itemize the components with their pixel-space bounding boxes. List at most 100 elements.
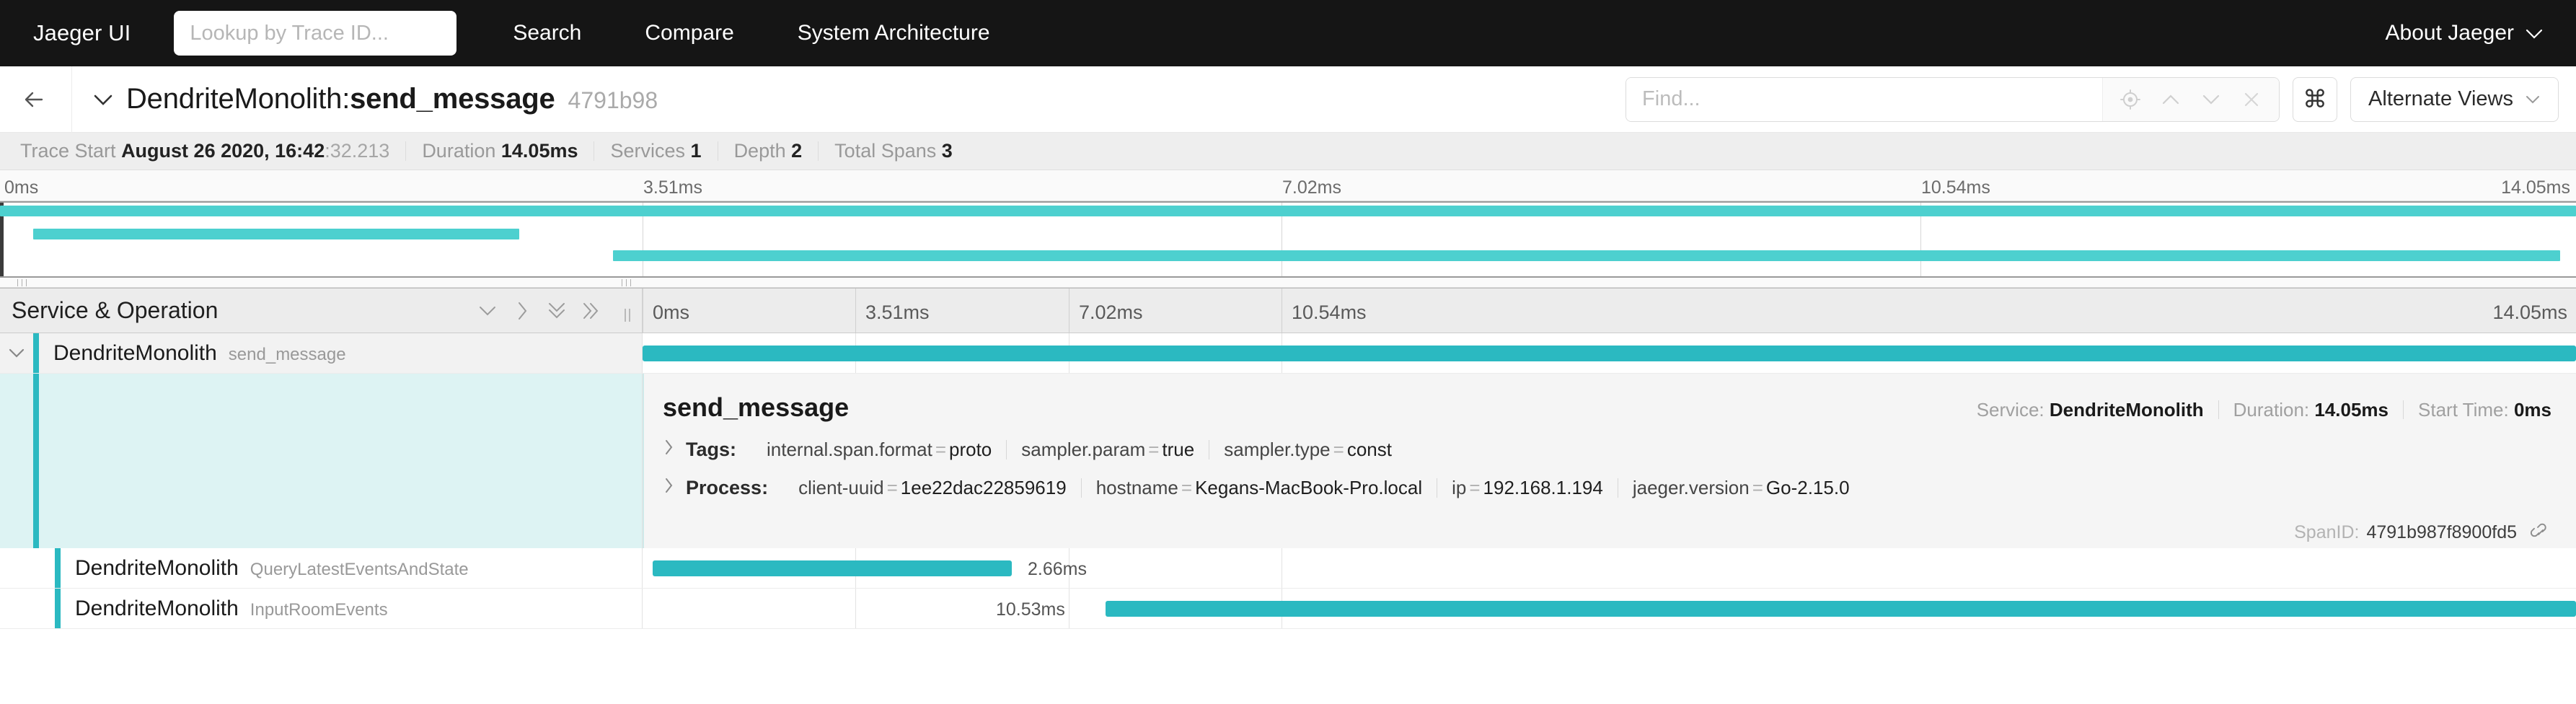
span-detail-gutter <box>0 374 643 548</box>
span-row-timeline[interactable]: 2.66ms <box>643 548 2576 588</box>
trace-title-service: DendriteMonolith <box>126 83 343 115</box>
span-duration-label: 10.53ms <box>996 599 1065 620</box>
chevron-right-icon[interactable] <box>505 294 539 328</box>
nav-link-search[interactable]: Search <box>513 21 582 45</box>
span-detail-color-bar <box>33 374 39 548</box>
minimap-drag-handles[interactable] <box>0 278 2576 288</box>
span-row-label[interactable]: DendriteMonolith InputRoomEvents <box>0 589 643 628</box>
span-id-row[interactable]: SpanID: 4791b987f8900fd5 <box>644 516 2576 548</box>
table-row[interactable]: DendriteMonolith InputRoomEvents 10.53ms <box>0 589 2576 629</box>
tag-pair: internal.span.format = proto <box>752 439 1007 460</box>
span-detail-duration: Duration: 14.05ms <box>2219 400 2404 419</box>
find-input[interactable] <box>1626 77 2103 121</box>
trace-id-lookup-input[interactable] <box>174 11 457 56</box>
chevron-down-icon <box>2525 89 2541 110</box>
minimap-span-bar <box>0 206 2576 216</box>
process-expand-chevron-right-icon[interactable] <box>663 477 674 499</box>
expand-collapse-controls <box>470 294 609 328</box>
about-jaeger-menu[interactable]: About Jaeger <box>2386 21 2543 45</box>
minimap-grip-right[interactable] <box>622 279 638 286</box>
find-next-chevron-down-icon[interactable] <box>2191 78 2231 121</box>
nav-link-system-architecture[interactable]: System Architecture <box>797 21 990 45</box>
span-row-timeline[interactable] <box>643 333 2576 373</box>
double-chevron-down-icon[interactable] <box>539 294 574 328</box>
minimap-canvas[interactable] <box>0 201 2576 278</box>
find-group <box>1626 76 2280 122</box>
find-actions <box>2102 77 2280 121</box>
minimap-tick-1: 3.51ms <box>643 177 702 198</box>
tags-expand-chevron-right-icon[interactable] <box>663 439 674 461</box>
trace-title-separator: : <box>342 83 350 115</box>
span-row-label[interactable]: DendriteMonolith QueryLatestEventsAndSta… <box>0 548 643 588</box>
span-color-bar <box>33 333 39 373</box>
trace-meta-bar: Trace Start August 26 2020, 16:42:32.213… <box>0 133 2576 170</box>
span-detail-start-time: Start Time: 0ms <box>2418 399 2551 421</box>
process-pair: ip = 192.168.1.194 <box>1437 478 1618 498</box>
minimap-tick-labels: 0ms 3.51ms 7.02ms 10.54ms 14.05ms <box>0 170 2576 201</box>
about-jaeger-label: About Jaeger <box>2385 21 2514 45</box>
tag-pair: sampler.param = true <box>1007 439 1210 460</box>
timeline-column-header: Service & Operation 0ms 3.51ms 7.02ms 10… <box>0 289 2576 333</box>
span-operation-name: InputRoomEvents <box>250 599 388 620</box>
table-row[interactable]: DendriteMonolith QueryLatestEventsAndSta… <box>0 548 2576 589</box>
collapse-trace-caret-icon[interactable] <box>92 87 114 113</box>
span-rows: DendriteMonolith send_message send_messa… <box>0 333 2576 629</box>
nav-link-compare[interactable]: Compare <box>645 21 734 45</box>
minimap-grip-left[interactable] <box>17 279 33 286</box>
span-collapse-caret-icon[interactable] <box>0 347 33 359</box>
find-prev-chevron-up-icon[interactable] <box>2151 78 2191 121</box>
trace-header-tools: ⌘ Alternate Views <box>1626 76 2559 122</box>
trace-minimap[interactable]: 0ms 3.51ms 7.02ms 10.54ms 14.05ms <box>0 170 2576 289</box>
tag-pair: sampler.type = const <box>1224 438 1392 460</box>
timeline-scale-header: 0ms 3.51ms 7.02ms 10.54ms 14.05ms <box>643 289 2576 333</box>
meta-depth: Depth 2 <box>718 141 819 161</box>
process-pair: client-uuid = 1ee22dac22859619 <box>784 478 1082 498</box>
span-operation-name: QueryLatestEventsAndState <box>250 559 469 579</box>
span-process-row[interactable]: Process: client-uuid = 1ee22dac22859619 ho… <box>644 477 2576 499</box>
minimap-span-bar <box>33 229 519 239</box>
span-duration-bar[interactable] <box>1106 601 2576 617</box>
trace-header: DendriteMonolith : send_message 4791b98 <box>0 66 2576 133</box>
span-duration-bar[interactable] <box>643 346 2576 361</box>
span-color-bar <box>55 548 61 588</box>
span-detail-title: send_message <box>663 392 850 422</box>
meta-trace-start: Trace Start August 26 2020, 16:42:32.213 <box>4 141 407 161</box>
command-key-button[interactable]: ⌘ <box>2293 76 2338 122</box>
alternate-views-label: Alternate Views <box>2368 87 2513 110</box>
minimap-left-handle[interactable] <box>0 203 4 276</box>
timeline-tick-2: 7.02ms <box>1079 302 1143 323</box>
span-operation-name: send_message <box>228 344 346 364</box>
column-resize-handle[interactable] <box>625 309 636 322</box>
alternate-views-dropdown[interactable]: Alternate Views <box>2350 76 2559 122</box>
table-row[interactable]: DendriteMonolith send_message <box>0 333 2576 374</box>
span-id-value: 4791b987f8900fd5 <box>2366 522 2517 542</box>
trace-id-short: 4791b98 <box>568 87 658 113</box>
double-chevron-right-icon[interactable] <box>574 294 609 328</box>
chevron-down-icon[interactable] <box>470 294 505 328</box>
tags-label: Tags: <box>686 439 737 460</box>
span-row-timeline[interactable]: 10.53ms <box>643 589 2576 628</box>
link-icon[interactable] <box>2530 522 2551 543</box>
minimap-tick-2: 7.02ms <box>1282 177 1341 198</box>
meta-total-spans: Total Spans 3 <box>834 140 953 162</box>
span-labels: DendriteMonolith InputRoomEvents <box>75 597 388 621</box>
trace-title: DendriteMonolith : send_message 4791b98 <box>92 83 658 115</box>
span-service-name: DendriteMonolith <box>75 555 239 580</box>
back-button[interactable] <box>0 66 72 133</box>
top-navigation-bar: Jaeger UI Search Compare System Architec… <box>0 0 2576 66</box>
span-detail-panel: send_message Service: DendriteMonolith D… <box>0 374 2576 548</box>
span-service-name: DendriteMonolith <box>75 596 239 620</box>
target-icon[interactable] <box>2110 78 2151 121</box>
chevron-down-icon <box>2526 21 2543 45</box>
span-duration-bar[interactable] <box>653 560 1012 576</box>
span-tags-row[interactable]: Tags: internal.span.format = proto sampler… <box>644 439 2576 461</box>
span-color-bar <box>55 589 61 628</box>
service-operation-header: Service & Operation <box>0 289 643 333</box>
find-clear-close-icon[interactable] <box>2231 78 2272 121</box>
minimap-span-bar <box>613 250 2560 261</box>
span-detail-header: send_message Service: DendriteMonolith D… <box>644 374 2576 423</box>
span-detail-body: send_message Service: DendriteMonolith D… <box>643 374 2576 548</box>
span-row-label[interactable]: DendriteMonolith send_message <box>0 333 643 373</box>
app-brand[interactable]: Jaeger UI <box>33 20 131 45</box>
arrow-left-icon <box>25 92 43 107</box>
